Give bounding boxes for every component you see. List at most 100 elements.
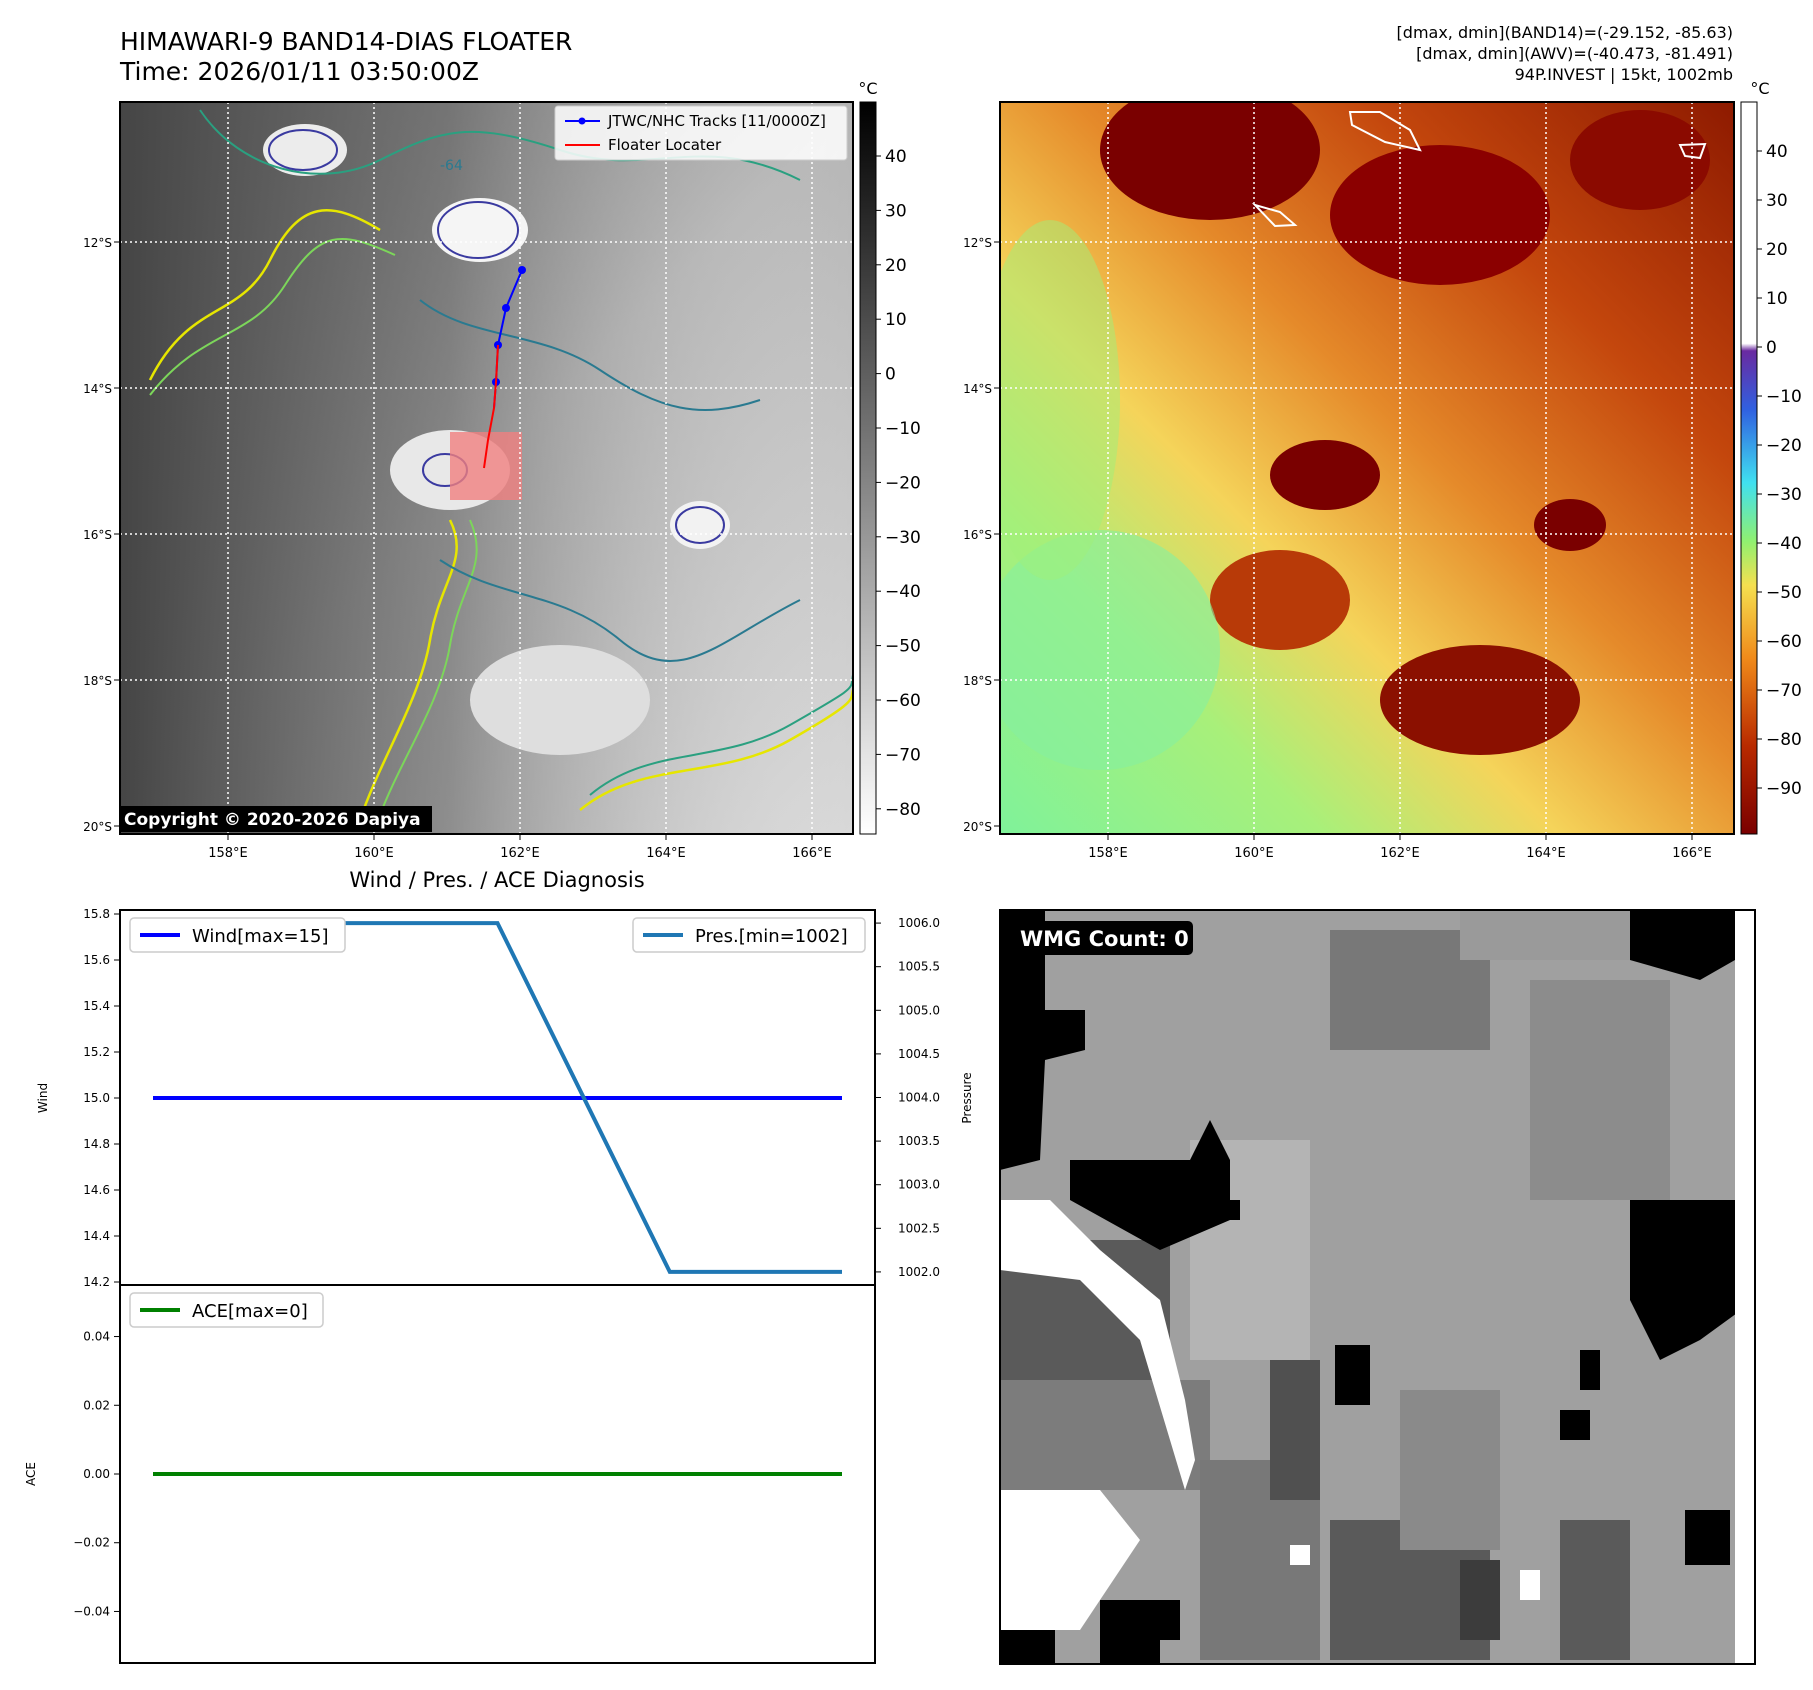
colorbar-tick-label: 20 xyxy=(885,256,907,276)
lon-tick-label: 162°E xyxy=(500,846,540,861)
track-point xyxy=(502,304,510,312)
lon-tick-label: 164°E xyxy=(646,846,686,861)
colorbar-tick-label: 30 xyxy=(885,201,907,221)
floater-locater-line xyxy=(483,344,499,469)
colorbar-tick-label: 10 xyxy=(1766,289,1788,309)
pressure-legend-label: Pres.[min=1002] xyxy=(695,926,848,947)
wmg-count-label: WMG Count: 0 xyxy=(1020,927,1189,951)
lat-tick-label: 16°S xyxy=(83,528,112,542)
wind-ticks: 14.2 14.4 14.6 14.8 15.0 15.2 15.4 15.6 15.8 xyxy=(83,907,120,1289)
wind-pressure-chart: 14.2 14.4 14.6 14.8 15.0 15.2 15.4 15.6 15.8 100… xyxy=(36,907,974,1289)
lon-tick-label: 164°E xyxy=(1526,846,1566,861)
lat-tick-label: 12°S xyxy=(963,236,992,250)
y-tick-label: 1006.0 xyxy=(898,916,940,930)
colorbar-tick-label: −80 xyxy=(885,800,921,820)
ir-gridlines xyxy=(120,102,853,834)
lon-tick-label: 158°E xyxy=(1088,846,1128,861)
pressure-legend: Pres.[min=1002] xyxy=(632,917,866,953)
ace-ticks: −0.04 −0.02 0.00 0.02 0.04 xyxy=(73,1330,120,1618)
colorbar-tick-label: −90 xyxy=(1766,779,1802,799)
y-tick-label: 14.6 xyxy=(83,1183,110,1197)
ir-colorbar: °C 40 30 20 10 0 −10 −20 −30 −40 −50 −60 −70 −80 xyxy=(858,79,921,835)
colorbar-tick-label: −80 xyxy=(1766,730,1802,750)
wv-lon-ticks: 158°E 160°E 162°E 164°E 166°E xyxy=(1088,834,1712,861)
wv-gridlines xyxy=(1000,102,1734,834)
y-tick-label: 1003.5 xyxy=(898,1134,940,1148)
colorbar-tick-label: −40 xyxy=(1766,534,1802,554)
y-tick-label: 15.8 xyxy=(83,907,110,921)
y-tick-label: 15.2 xyxy=(83,1045,110,1059)
info-awv: [dmax, dmin](AWV)=(-40.473, -81.491) xyxy=(1416,44,1733,63)
info-storm: 94P.INVEST | 15kt, 1002mb xyxy=(1515,65,1733,84)
y-tick-label: 15.6 xyxy=(83,953,110,967)
y-tick-label: 1002.0 xyxy=(898,1265,940,1279)
wv-lat-ticks: 12°S 14°S 16°S 18°S 20°S xyxy=(963,236,1000,834)
ir-colorbar-unit: °C xyxy=(858,79,877,98)
colorbar-tick-label: −50 xyxy=(1766,583,1802,603)
wmg-panel: WMG Count: 0 xyxy=(999,909,1756,1665)
lon-tick-label: 162°E xyxy=(1380,846,1420,861)
ace-legend-label: ACE[max=0] xyxy=(192,1301,308,1322)
pressure-axis-label: Pressure xyxy=(960,1072,974,1123)
lat-tick-label: 18°S xyxy=(963,674,992,688)
track-point xyxy=(518,266,526,274)
colorbar-tick-label: −70 xyxy=(885,745,921,765)
ir-lat-ticks: 12°S 14°S 16°S 18°S 20°S xyxy=(83,236,120,834)
colorbar-tick-label: −60 xyxy=(885,691,921,711)
y-tick-label: 14.4 xyxy=(83,1229,110,1243)
lon-tick-label: 166°E xyxy=(792,846,832,861)
lat-tick-label: 12°S xyxy=(83,236,112,250)
diagnosis-title: Wind / Pres. / ACE Diagnosis xyxy=(349,868,644,892)
y-tick-label: 0.04 xyxy=(83,1330,110,1344)
y-tick-label: 0.00 xyxy=(83,1467,110,1481)
ace-legend: ACE[max=0] xyxy=(129,1292,324,1328)
wv-colorbar-unit: °C xyxy=(1750,79,1769,98)
y-tick-label: 0.02 xyxy=(83,1398,110,1412)
wind-legend: Wind[max=15] xyxy=(129,917,346,953)
ace-chart: −0.04 −0.02 0.00 0.02 0.04 ACE ACE[max=0] xyxy=(24,1284,876,1664)
y-tick-label: 1002.5 xyxy=(898,1221,940,1235)
legend-floater-label: Floater Locater xyxy=(608,136,722,154)
colorbar-tick-label: 30 xyxy=(1766,191,1788,211)
y-tick-label: 14.8 xyxy=(83,1137,110,1151)
colorbar-tick-label: −70 xyxy=(1766,681,1802,701)
colorbar-tick-label: 0 xyxy=(1766,338,1777,358)
colorbar-tick-label: 10 xyxy=(885,310,907,330)
y-tick-label: 1004.0 xyxy=(898,1091,940,1105)
lon-tick-label: 160°E xyxy=(354,846,394,861)
colorbar-tick-label: −20 xyxy=(885,473,921,493)
y-tick-label: 15.0 xyxy=(83,1091,110,1105)
colorbar-tick-label: 20 xyxy=(1766,240,1788,260)
ir-panel: -64 xyxy=(83,101,854,861)
y-tick-label: −0.04 xyxy=(73,1604,110,1618)
contour-label: -64 xyxy=(440,158,463,174)
wind-axis-label: Wind xyxy=(36,1083,50,1113)
y-tick-label: 1005.5 xyxy=(898,960,940,974)
ir-legend: JTWC/NHC Tracks [11/0000Z] Floater Locat… xyxy=(554,105,848,161)
colorbar-tick-label: −30 xyxy=(885,528,921,548)
lat-tick-label: 14°S xyxy=(963,382,992,396)
lon-tick-label: 158°E xyxy=(208,846,248,861)
lon-tick-label: 166°E xyxy=(1672,846,1712,861)
colorbar-tick-label: −10 xyxy=(1766,387,1802,407)
colorbar-tick-label: −60 xyxy=(1766,632,1802,652)
lat-tick-label: 20°S xyxy=(963,820,992,834)
colorbar-tick-label: 0 xyxy=(885,365,896,385)
lat-tick-label: 18°S xyxy=(83,674,112,688)
y-tick-label: 1003.0 xyxy=(898,1178,940,1192)
colorbar-tick-label: −10 xyxy=(885,419,921,439)
y-tick-label: −0.02 xyxy=(73,1536,110,1550)
info-band14: [dmax, dmin](BAND14)=(-29.152, -85.63) xyxy=(1397,23,1733,42)
colorbar-tick-label: −20 xyxy=(1766,436,1802,456)
colorbar-tick-label: −50 xyxy=(885,637,921,657)
y-tick-label: 1005.0 xyxy=(898,1003,940,1017)
y-tick-label: 15.4 xyxy=(83,999,110,1013)
colorbar-tick-label: −30 xyxy=(1766,485,1802,505)
copyright-label: Copyright © 2020-2026 Dapiya xyxy=(124,810,421,830)
wv-colorbar: °C 40 30 20 10 0 −10 −20 −30 −40 −50 −60 −70 −80 −90 xyxy=(1740,79,1802,835)
colorbar-tick-label: 40 xyxy=(885,147,907,167)
wv-panel: 158°E 160°E 162°E 164°E 166°E 12°S 14°S 16°S 18… xyxy=(963,101,1735,861)
lat-tick-label: 20°S xyxy=(83,820,112,834)
lat-tick-label: 16°S xyxy=(963,528,992,542)
